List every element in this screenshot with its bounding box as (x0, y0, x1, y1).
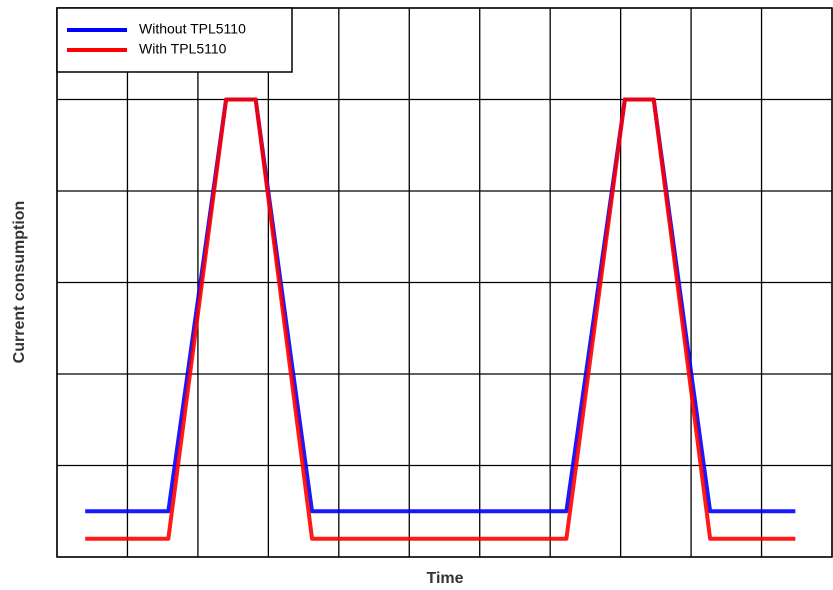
series-line (85, 97, 796, 514)
legend-label: Without TPL5110 (139, 21, 246, 37)
plot-border (56, 7, 833, 558)
legend-label: With TPL5110 (139, 41, 227, 57)
legend-box (56, 7, 293, 73)
y-axis-title: Current consumption (11, 201, 28, 364)
x-axis-title: Time (426, 570, 463, 587)
series-line (85, 97, 796, 541)
